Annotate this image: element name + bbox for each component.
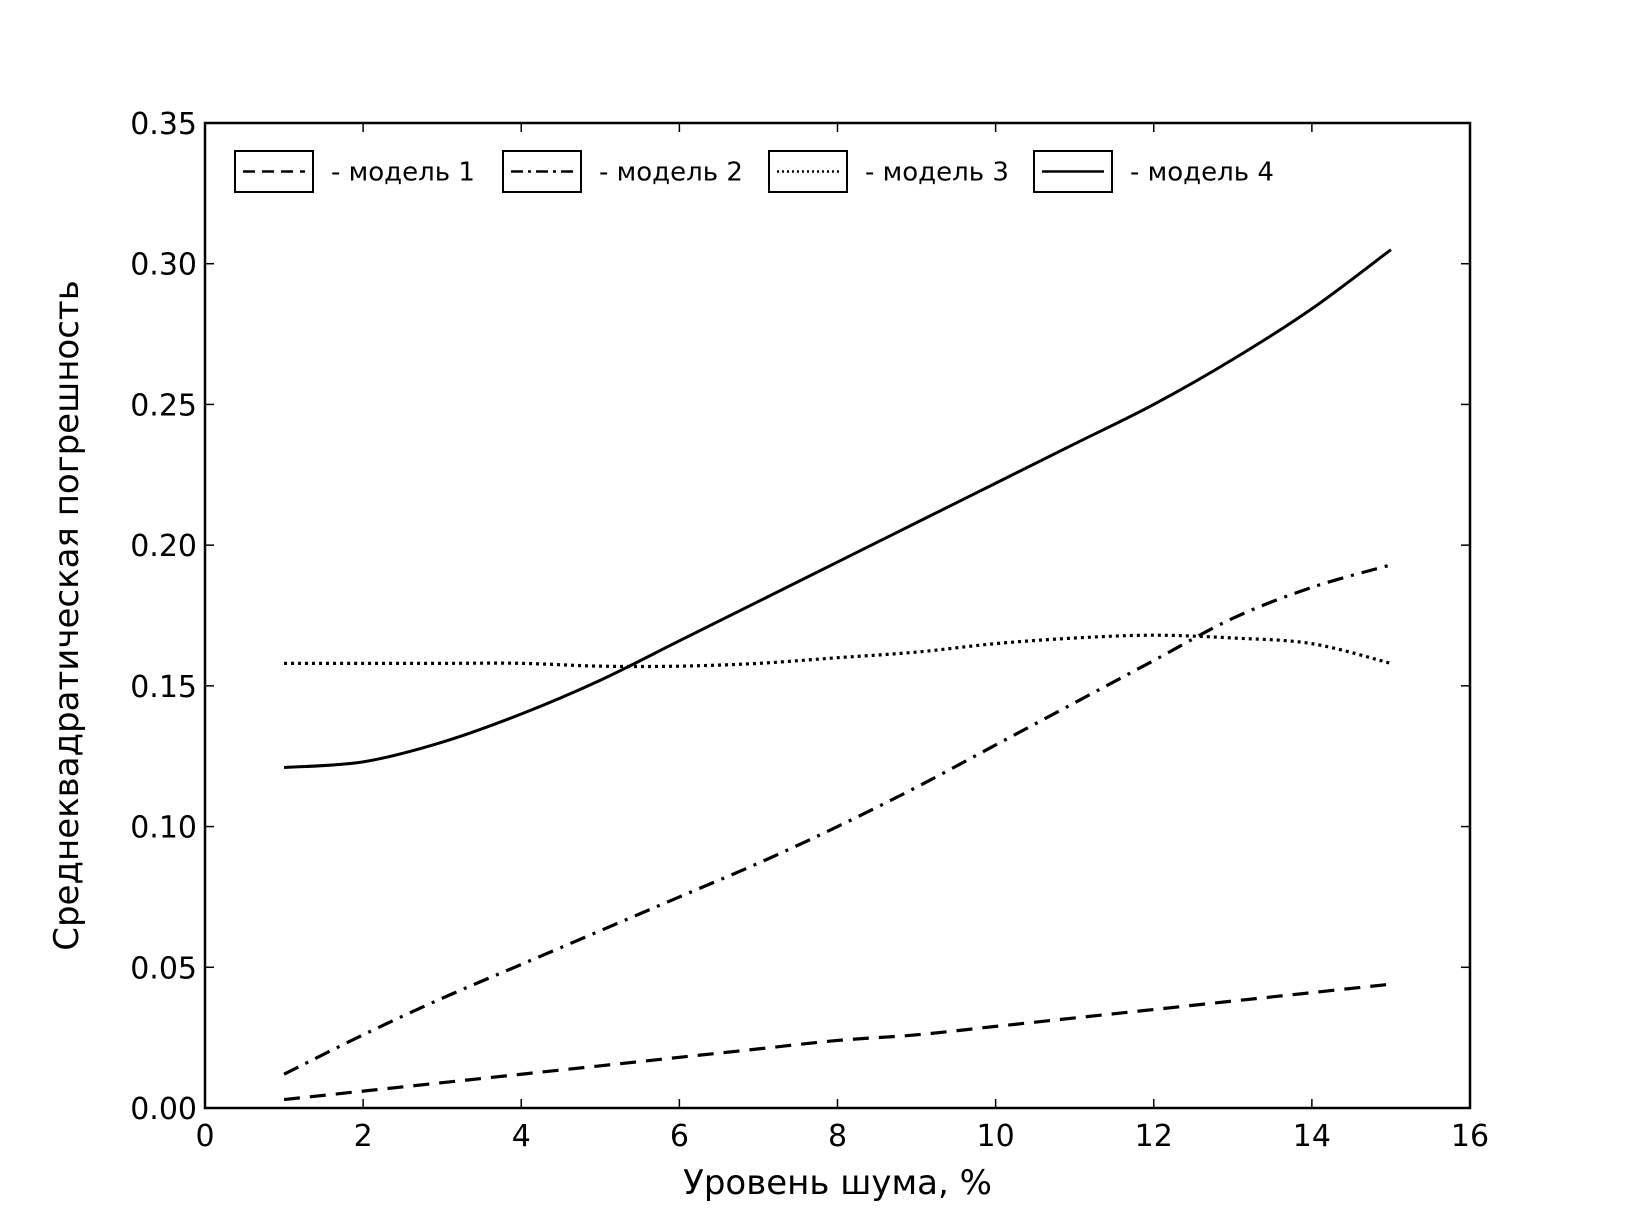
x-tick-label: 12 [1135,1119,1173,1154]
series-line-model-1 [283,982,1392,1102]
x-tick-label: 8 [828,1119,847,1154]
series-line-model-4 [283,248,1392,769]
y-tick-label: 0.35 [130,107,197,142]
y-tick-label: 0.30 [130,248,197,283]
y-axis-label: Среднеквадратическая погрешность [47,280,87,951]
x-tick-label: 0 [195,1119,214,1154]
x-tick-label: 2 [354,1119,373,1154]
y-tick-label: 0.15 [130,670,197,705]
y-tick-label: 0.05 [130,951,197,986]
legend-label-model-3: - модель 3 [865,158,1009,188]
x-tick-label: 6 [670,1119,689,1154]
y-tick-label: 0.20 [130,529,197,564]
legend: - модель 1 - модель 2 - модель 3 - модель 4 [234,150,1274,193]
y-tick-label: 0.25 [130,388,197,423]
ticks-layer: 0 2 4 6 8 10 12 14 16 0.00 0.05 0.10 0.15 0.20 0.25 0.3… [130,107,1489,1154]
series-line-model-2 [283,563,1392,1076]
legend-label-model-1: - модель 1 [331,158,475,188]
series-layer [283,248,1392,1102]
series-line-model-3 [284,633,1392,669]
x-axis-label: Уровень шума, % [683,1163,992,1203]
x-tick-label: 14 [1293,1119,1331,1154]
x-tick-label: 4 [512,1119,531,1154]
x-tick-label: 16 [1451,1119,1489,1154]
x-tick-label: 10 [977,1119,1015,1154]
y-tick-label: 0.00 [130,1092,197,1127]
legend-label-model-4: - модель 4 [1130,158,1274,188]
legend-label-model-2: - модель 2 [599,158,743,188]
y-tick-label: 0.10 [130,811,197,846]
